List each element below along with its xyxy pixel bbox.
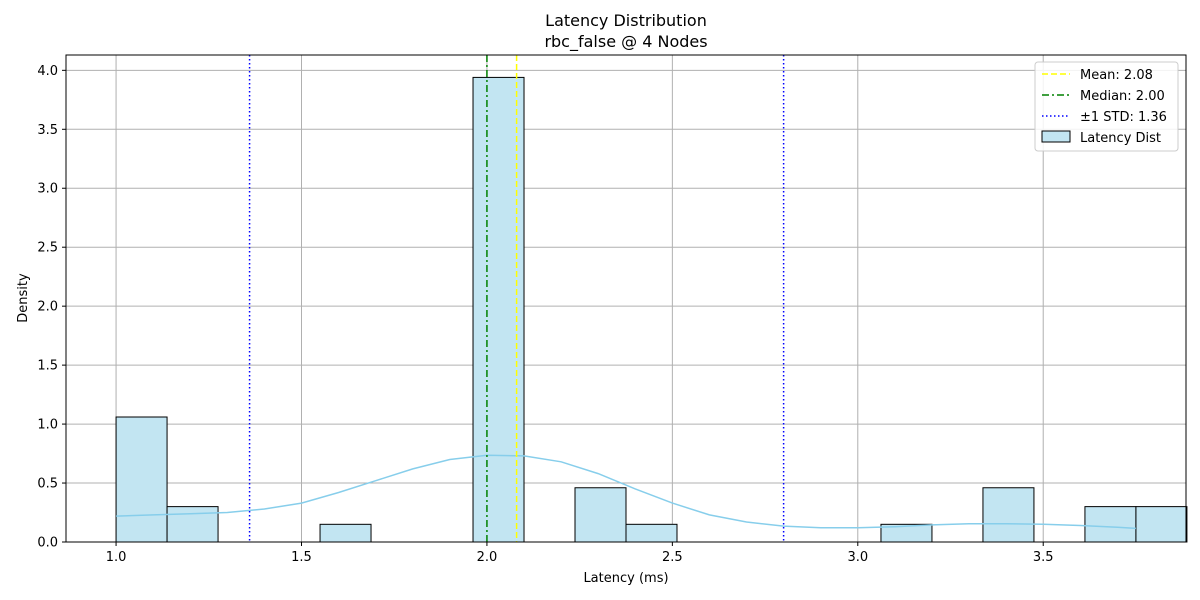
x-tick-label: 1.0 xyxy=(106,550,127,565)
x-tick-label: 2.5 xyxy=(662,550,683,565)
x-tick-label: 3.5 xyxy=(1033,550,1054,565)
legend-hist-swatch xyxy=(1041,130,1071,143)
x-tick-label: 3.0 xyxy=(847,550,868,565)
histogram-bar xyxy=(472,76,525,543)
histogram-bar xyxy=(625,523,678,543)
legend-box xyxy=(1034,61,1179,152)
y-tick-label: 2.0 xyxy=(37,300,58,315)
legend-std-label: ±1 STD: 1.36 xyxy=(1080,110,1167,125)
histogram-bar xyxy=(115,416,168,543)
y-tick-label: 4.0 xyxy=(37,64,58,79)
histogram-bar xyxy=(1135,506,1188,543)
x-tick-label: 2.0 xyxy=(477,550,498,565)
x-axis-label: Latency (ms) xyxy=(583,571,668,586)
y-tick-label: 2.5 xyxy=(37,241,58,256)
kde-curve-group xyxy=(116,454,1136,530)
y-tick-label: 3.5 xyxy=(37,123,58,138)
legend-median-label: Median: 2.00 xyxy=(1080,89,1165,104)
histogram-bar xyxy=(982,487,1035,543)
y-tick-label: 0.0 xyxy=(37,536,58,551)
chart-title: Latency Distribution xyxy=(545,11,707,30)
y-tick-label: 0.5 xyxy=(37,477,58,492)
legend: Mean: 2.08 Median: 2.00 ±1 STD: 1.36 Lat… xyxy=(1034,61,1179,152)
y-tick-label: 3.0 xyxy=(37,182,58,197)
x-axis-ticks: 1.0 1.5 2.0 2.5 3.0 3.5 xyxy=(106,542,1054,565)
histogram-bar xyxy=(166,506,219,543)
plot-frame xyxy=(65,54,1187,543)
legend-mean-label: Mean: 2.08 xyxy=(1080,68,1153,83)
y-tick-label: 1.5 xyxy=(37,359,58,374)
histogram-bar xyxy=(574,487,627,543)
reference-lines xyxy=(248,55,785,542)
legend-hist-label: Latency Dist xyxy=(1080,131,1161,146)
histogram-bar xyxy=(319,523,372,543)
histogram-bar xyxy=(1084,506,1137,543)
y-axis-ticks: 0.0 0.5 1.0 1.5 2.0 2.5 3.0 3.5 4.0 xyxy=(37,64,66,551)
kde-curve xyxy=(116,454,1136,530)
y-tick-label: 1.0 xyxy=(37,418,58,433)
x-tick-label: 1.5 xyxy=(291,550,312,565)
chart-subtitle: rbc_false @ 4 Nodes xyxy=(544,32,707,52)
y-axis-label: Density xyxy=(16,273,31,323)
